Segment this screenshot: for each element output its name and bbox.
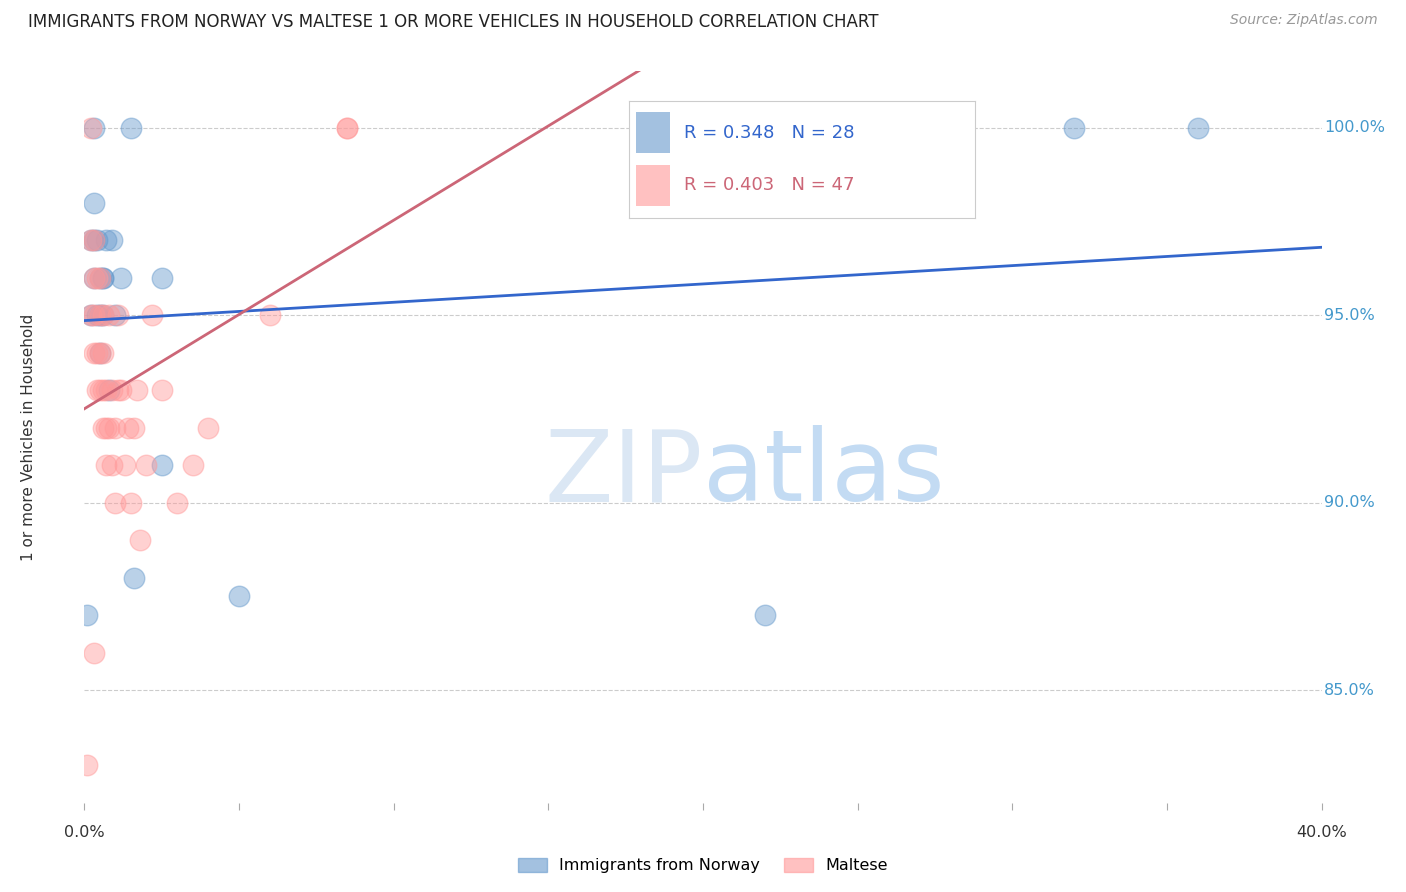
Point — [89, 345, 111, 359]
Point — [259, 308, 281, 322]
Point — [91, 270, 114, 285]
Point — [91, 270, 114, 285]
Point — [129, 533, 152, 548]
Point — [336, 120, 359, 135]
Point — [79, 233, 101, 247]
Point — [83, 646, 105, 660]
Point — [79, 308, 101, 322]
Point — [89, 308, 111, 322]
Point — [166, 496, 188, 510]
Point — [336, 120, 359, 135]
Point — [150, 270, 173, 285]
Point — [79, 120, 101, 135]
Point — [86, 270, 108, 285]
Point — [76, 758, 98, 772]
Text: Source: ZipAtlas.com: Source: ZipAtlas.com — [1230, 13, 1378, 28]
Point — [86, 383, 108, 397]
Point — [98, 383, 121, 397]
Point — [181, 458, 204, 473]
Point — [83, 120, 105, 135]
Point — [120, 496, 142, 510]
Point — [117, 420, 139, 434]
Point — [94, 420, 117, 434]
Point — [91, 308, 114, 322]
Point — [94, 383, 117, 397]
Point — [122, 420, 145, 434]
Point — [1063, 120, 1085, 135]
Point — [89, 383, 111, 397]
Text: 0.0%: 0.0% — [65, 825, 104, 839]
Point — [98, 420, 121, 434]
Point — [1187, 120, 1209, 135]
Text: 90.0%: 90.0% — [1324, 495, 1375, 510]
Point — [101, 383, 124, 397]
Point — [89, 345, 111, 359]
Point — [83, 233, 105, 247]
Point — [91, 308, 114, 322]
Point — [91, 345, 114, 359]
Point — [83, 270, 105, 285]
Point — [104, 420, 127, 434]
Point — [754, 608, 776, 623]
Point — [83, 270, 105, 285]
Text: atlas: atlas — [703, 425, 945, 522]
Point — [89, 270, 111, 285]
Point — [114, 458, 136, 473]
Point — [125, 383, 148, 397]
Text: 85.0%: 85.0% — [1324, 682, 1375, 698]
Point — [120, 120, 142, 135]
Point — [110, 383, 132, 397]
Text: 40.0%: 40.0% — [1296, 825, 1347, 839]
Text: 95.0%: 95.0% — [1324, 308, 1375, 323]
Point — [89, 270, 111, 285]
Point — [98, 308, 121, 322]
Point — [141, 308, 163, 322]
Text: 1 or more Vehicles in Household: 1 or more Vehicles in Household — [21, 313, 37, 561]
Point — [110, 270, 132, 285]
Point — [83, 308, 105, 322]
Text: IMMIGRANTS FROM NORWAY VS MALTESE 1 OR MORE VEHICLES IN HOUSEHOLD CORRELATION CH: IMMIGRANTS FROM NORWAY VS MALTESE 1 OR M… — [28, 13, 879, 31]
Point — [122, 571, 145, 585]
Point — [83, 345, 105, 359]
Point — [91, 383, 114, 397]
Point — [79, 233, 101, 247]
Point — [101, 233, 124, 247]
Point — [83, 233, 105, 247]
Point — [94, 233, 117, 247]
Point — [150, 458, 173, 473]
Point — [101, 458, 124, 473]
Point — [104, 496, 127, 510]
Point — [150, 383, 173, 397]
Point — [228, 590, 250, 604]
Point — [86, 345, 108, 359]
Text: 100.0%: 100.0% — [1324, 120, 1385, 135]
Point — [135, 458, 157, 473]
Point — [86, 233, 108, 247]
Point — [107, 308, 129, 322]
Point — [79, 308, 101, 322]
Point — [104, 308, 127, 322]
Point — [76, 608, 98, 623]
Text: ZIP: ZIP — [544, 425, 703, 522]
Legend: Immigrants from Norway, Maltese: Immigrants from Norway, Maltese — [512, 851, 894, 880]
Point — [83, 195, 105, 210]
Point — [86, 308, 108, 322]
Point — [89, 308, 111, 322]
Point — [94, 458, 117, 473]
Point — [107, 383, 129, 397]
Point — [91, 420, 114, 434]
Point — [197, 420, 219, 434]
